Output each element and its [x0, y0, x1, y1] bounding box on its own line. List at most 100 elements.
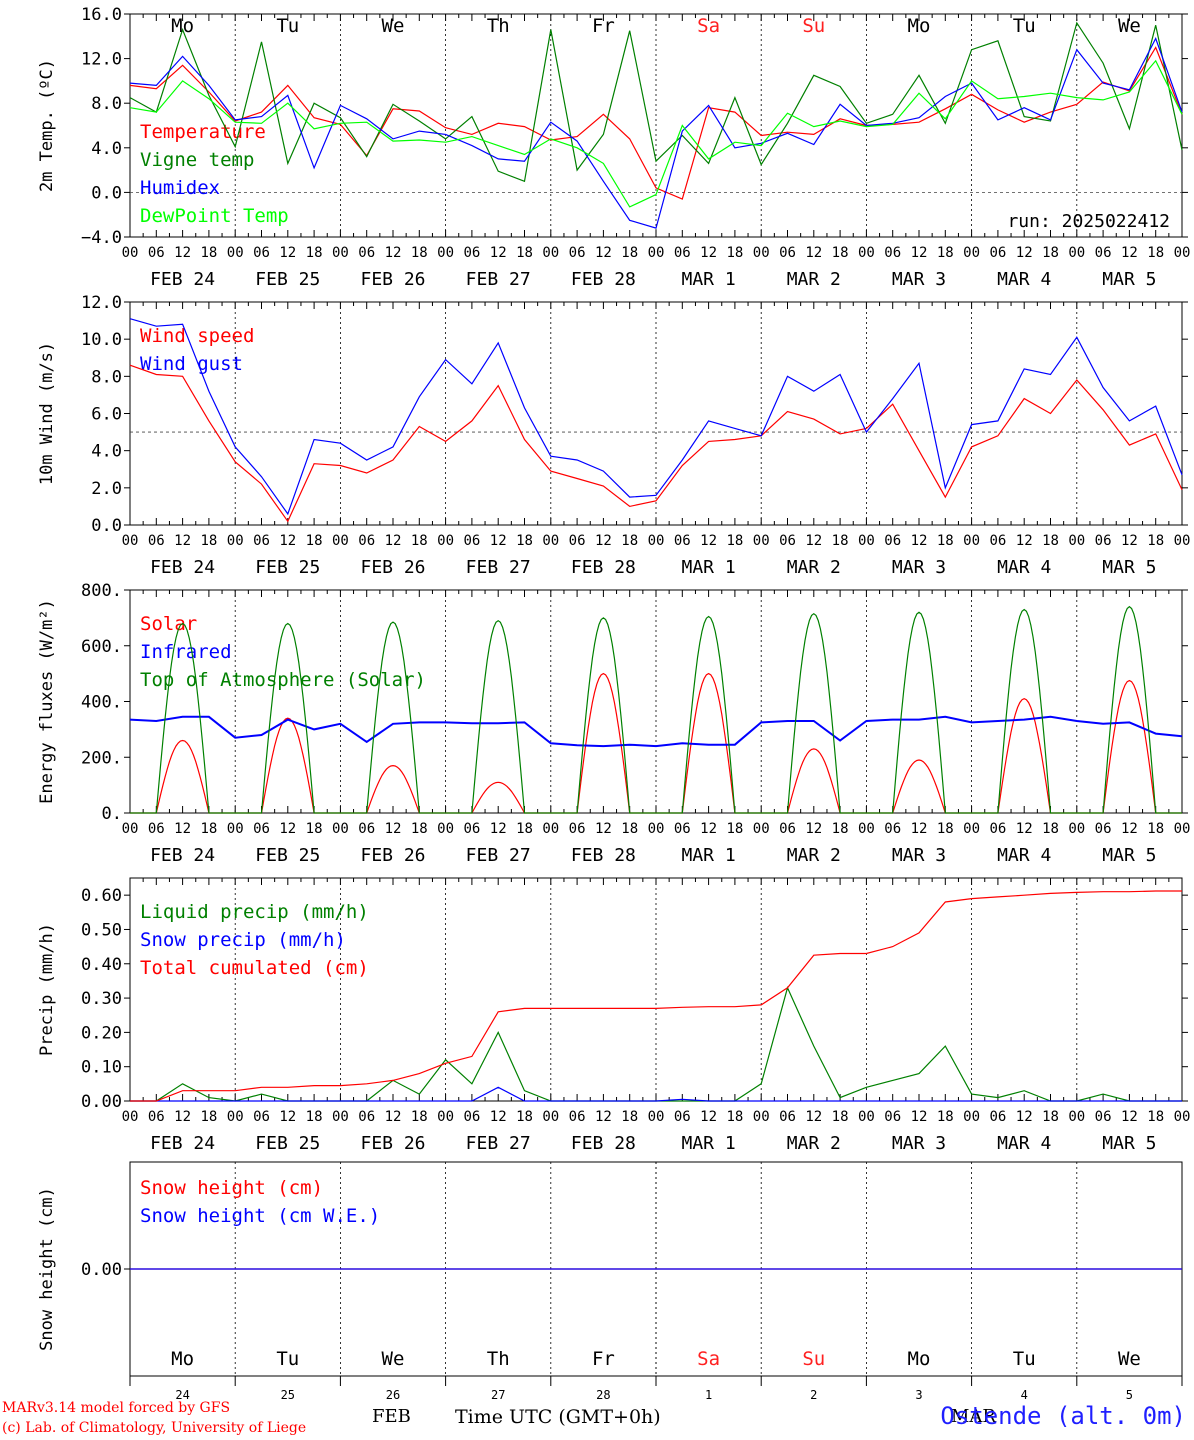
energy-hour-label: 06 — [1095, 821, 1112, 837]
temp-hour-label: 12 — [385, 245, 402, 261]
snow-ylabel: Snow height (cm) — [37, 1187, 57, 1351]
wind-hour-label: 12 — [595, 533, 612, 549]
energy-hour-label: 12 — [700, 821, 717, 837]
energy-ylabel: Energy fluxes (W/m²) — [37, 599, 57, 804]
energy-hour-label: 00 — [542, 821, 559, 837]
temp-series-humidex — [129, 36, 1183, 229]
energy-hour-label: 00 — [963, 821, 980, 837]
temp-legend-vigne-temp: Vigne temp — [140, 149, 254, 171]
energy-date-label: MAR 3 — [892, 845, 946, 866]
temp-hour-label: 06 — [1095, 245, 1112, 261]
wind-hour-label: 00 — [542, 533, 559, 549]
temp-hour-label: 12 — [279, 245, 296, 261]
precip-hour-label: 00 — [437, 1109, 454, 1125]
energy-legend-solar: Solar — [140, 613, 197, 635]
energy-hour-label: 18 — [1042, 821, 1059, 837]
weekday-label-bottom: Tu — [1013, 1348, 1036, 1370]
precip-ytick-label: 0.10 — [81, 1058, 122, 1078]
temp-hour-label: 06 — [674, 245, 691, 261]
wind-hour-label: 12 — [1016, 533, 1033, 549]
wind-date-label: FEB 25 — [255, 557, 320, 578]
wind-date-label: MAR 3 — [892, 557, 946, 578]
energy-ytick-label: 800. — [81, 581, 122, 601]
wind-hour-label: 00 — [122, 533, 139, 549]
energy-hour-label: 18 — [1147, 821, 1164, 837]
energy-hour-label: 12 — [1121, 821, 1138, 837]
energy-date-label: MAR 4 — [997, 845, 1051, 866]
precip-hour-label: 00 — [122, 1109, 139, 1125]
temp-hour-label: 00 — [542, 245, 559, 261]
precip-date-label: MAR 1 — [682, 1133, 736, 1154]
temp-hour-label: 18 — [621, 245, 638, 261]
precip-hour-label: 00 — [1068, 1109, 1085, 1125]
day-number-label: 1 — [705, 1388, 712, 1402]
temp-ytick-label: −4.0 — [81, 228, 122, 248]
day-number-label: 26 — [386, 1388, 400, 1402]
wind-hour-label: 00 — [227, 533, 244, 549]
precip-hour-label: 18 — [200, 1109, 217, 1125]
energy-hour-label: 06 — [674, 821, 691, 837]
energy-hour-label: 06 — [463, 821, 480, 837]
temp-legend-temperature: Temperature — [140, 121, 266, 143]
wind-hour-label: 12 — [385, 533, 402, 549]
temp-date-label: FEB 26 — [360, 269, 425, 290]
energy-hour-label: 18 — [306, 821, 323, 837]
temp-hour-label: 00 — [122, 245, 139, 261]
weekday-label-bottom: Mo — [171, 1348, 194, 1370]
temp-hour-label: 12 — [1121, 245, 1138, 261]
wind-hour-label: 12 — [490, 533, 507, 549]
temp-hour-label: 00 — [648, 245, 665, 261]
energy-hour-label: 18 — [621, 821, 638, 837]
wind-hour-label: 18 — [411, 533, 428, 549]
temp-ytick-label: 8.0 — [91, 94, 122, 114]
energy-hour-label: 12 — [1016, 821, 1033, 837]
temp-hour-label: 12 — [490, 245, 507, 261]
precip-hour-label: 00 — [332, 1109, 349, 1125]
day-number-label: 2 — [810, 1388, 817, 1402]
weekday-label-top: Mo — [908, 15, 931, 37]
temp-hour-label: 06 — [463, 245, 480, 261]
wind-hour-label: 06 — [779, 533, 796, 549]
precip-hour-label: 06 — [569, 1109, 586, 1125]
precip-series-total-cumulated-cm- — [130, 890, 1182, 1102]
weekday-label-bottom: Mo — [908, 1348, 931, 1370]
temp-hour-label: 18 — [1042, 245, 1059, 261]
temp-hour-label: 06 — [989, 245, 1006, 261]
day-number-label: 25 — [281, 1388, 295, 1402]
temp-hour-label: 06 — [884, 245, 901, 261]
precip-hour-label: 18 — [306, 1109, 323, 1125]
wind-hour-label: 18 — [306, 533, 323, 549]
wind-date-label: MAR 1 — [682, 557, 736, 578]
precip-hour-label: 06 — [358, 1109, 375, 1125]
temp-ytick-label: 12.0 — [81, 50, 122, 70]
temp-hour-label: 12 — [911, 245, 928, 261]
weekday-label-bottom: Th — [487, 1348, 510, 1370]
day-number-label: 4 — [1021, 1388, 1028, 1402]
temp-hour-label: 12 — [700, 245, 717, 261]
weekday-label-bottom: Su — [802, 1348, 825, 1370]
snow-ytick-label: 0.00 — [81, 1260, 122, 1280]
wind-ytick-label: 2.0 — [91, 479, 122, 499]
energy-hour-label: 00 — [1068, 821, 1085, 837]
energy-date-label: FEB 28 — [571, 845, 636, 866]
energy-hour-label: 00 — [753, 821, 770, 837]
energy-date-label: MAR 2 — [787, 845, 841, 866]
wind-hour-label: 00 — [1174, 533, 1191, 549]
energy-hour-label: 00 — [1174, 821, 1191, 837]
energy-ytick-label: 400. — [81, 693, 122, 713]
wind-hour-label: 18 — [1147, 533, 1164, 549]
wind-hour-label: 06 — [148, 533, 165, 549]
wind-ytick-label: 4.0 — [91, 442, 122, 462]
weekday-label-top: Sa — [697, 15, 720, 37]
temp-ytick-label: 0.0 — [91, 183, 122, 203]
energy-hour-label: 12 — [595, 821, 612, 837]
wind-hour-label: 12 — [700, 533, 717, 549]
temp-run-annotation: run: 2025022412 — [1007, 211, 1170, 232]
energy-hour-label: 18 — [832, 821, 849, 837]
temp-hour-label: 18 — [306, 245, 323, 261]
wind-hour-label: 12 — [911, 533, 928, 549]
precip-hour-label: 18 — [516, 1109, 533, 1125]
temp-hour-label: 12 — [174, 245, 191, 261]
wind-series-wind-speed — [129, 364, 1183, 523]
precip-hour-label: 12 — [805, 1109, 822, 1125]
